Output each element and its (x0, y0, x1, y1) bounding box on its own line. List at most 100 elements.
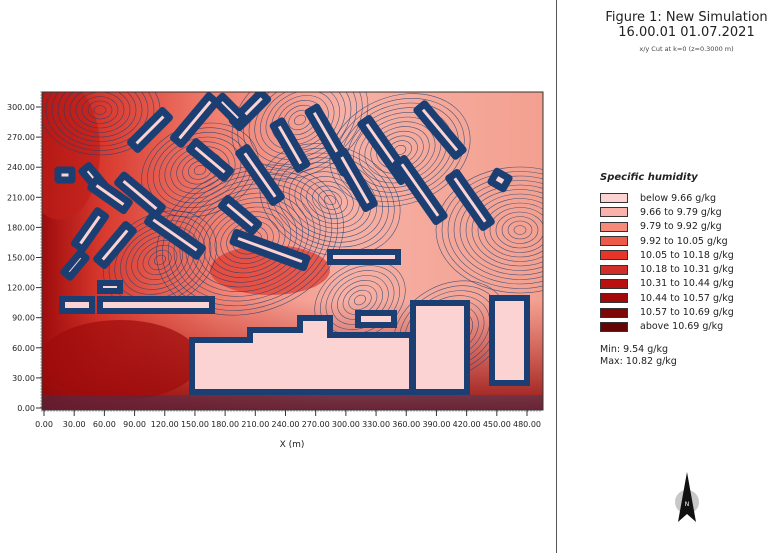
legend-label: 10.18 to 10.31 g/kg (640, 264, 734, 276)
y-tick-label: 30.00 (12, 374, 35, 383)
y-tick-label: 270.00 (7, 133, 35, 142)
contour-line (453, 180, 543, 280)
legend-item: 10.05 to 10.18 g/kg (600, 248, 734, 262)
legend-label: 9.66 to 9.79 g/kg (640, 206, 722, 218)
x-tick-label: 330.00 (362, 420, 390, 429)
building (70, 207, 110, 253)
building (59, 296, 95, 314)
building (487, 167, 513, 193)
contour-line (87, 100, 113, 120)
contour-line (63, 92, 137, 138)
contour-line (260, 92, 340, 155)
contour-line (148, 249, 172, 271)
x-tick-label: 210.00 (241, 420, 269, 429)
building (413, 100, 467, 160)
contour-line (312, 185, 348, 215)
title-line-2: 16.00.01 01.07.2021 (618, 25, 755, 40)
panel-divider (556, 0, 557, 553)
building (144, 210, 206, 260)
contour-line (447, 175, 543, 285)
building (114, 171, 166, 219)
legend-item: 9.66 to 9.79 g/kg (600, 205, 734, 219)
building (127, 107, 173, 153)
x-tick-label: 30.00 (63, 420, 86, 429)
y-tick-label: 90.00 (12, 314, 35, 323)
y-tick-label: 210.00 (7, 193, 35, 202)
contour-line (348, 289, 372, 311)
building (93, 221, 137, 269)
legend-item: 10.18 to 10.31 g/kg (600, 262, 734, 276)
x-tick-label: 240.00 (272, 420, 300, 429)
contour-line (57, 92, 143, 142)
north-label: N (685, 501, 690, 508)
contour-line (81, 96, 119, 124)
y-tick-label: 240.00 (7, 163, 35, 172)
contour-line (120, 225, 200, 295)
building (235, 144, 285, 206)
contour-line (45, 92, 155, 151)
contour-line (507, 220, 533, 240)
max-value: Max: 10.82 g/kg (600, 355, 677, 367)
legend-item: below 9.66 g/kg (600, 191, 734, 205)
legend-label: above 10.69 g/kg (640, 321, 724, 333)
contour-line (254, 92, 346, 160)
building (269, 117, 311, 173)
north-arrow-icon: N (675, 472, 699, 522)
building (97, 296, 215, 314)
contour-line (51, 92, 149, 147)
contour-line (513, 225, 527, 235)
legend-label: 10.05 to 10.18 g/kg (640, 249, 734, 261)
legend-swatch (600, 278, 628, 289)
y-tick-label: 0.00 (17, 404, 35, 413)
contour-line (471, 193, 543, 267)
legend-swatch (600, 236, 628, 247)
legend-item: 10.44 to 10.57 g/kg (600, 291, 734, 305)
title-line-1: Figure 1: New Simulation (605, 10, 768, 25)
y-tick-label: 120.00 (7, 284, 35, 293)
contour-line (318, 190, 342, 210)
contour-line (354, 294, 366, 306)
building (217, 194, 263, 236)
x-tick-label: 90.00 (123, 420, 146, 429)
contour-line (173, 178, 327, 302)
building (489, 295, 530, 386)
contour-line (265, 92, 335, 150)
contour-line (459, 184, 543, 276)
x-tick-label: 300.00 (332, 420, 360, 429)
legend-item: above 10.69 g/kg (600, 320, 734, 334)
legend: Specific humidity below 9.66 g/kg 9.66 to… (600, 172, 734, 368)
legend-swatch (600, 321, 628, 332)
contour-line (248, 92, 352, 165)
y-tick-label: 150.00 (7, 254, 35, 263)
legend-label: 9.92 to 10.05 g/kg (640, 235, 728, 247)
legend-swatch (600, 307, 628, 318)
building (327, 249, 401, 265)
y-tick-label: 300.00 (7, 103, 35, 112)
contour-line (142, 244, 178, 276)
x-tick-label: 360.00 (392, 420, 420, 429)
building (392, 154, 448, 226)
legend-label: 10.57 to 10.69 g/kg (640, 307, 734, 319)
figure-title: Figure 1: New Simulation 16.00.01 01.07.… (590, 10, 783, 40)
contour-band (42, 395, 543, 410)
building (212, 92, 248, 128)
x-tick-label: 420.00 (453, 420, 481, 429)
building (445, 169, 495, 231)
contour-line (93, 105, 107, 115)
contour-line (193, 164, 207, 176)
legend-item: 9.92 to 10.05 g/kg (600, 234, 734, 248)
building (169, 92, 221, 148)
y-tick-label: 180.00 (7, 223, 35, 232)
legend-title: Specific humidity (600, 172, 698, 183)
legend-label: 9.79 to 9.92 g/kg (640, 221, 722, 233)
legend-swatch (600, 250, 628, 261)
contour-line (179, 183, 321, 297)
x-tick-label: 450.00 (483, 420, 511, 429)
x-tick-label: 60.00 (93, 420, 116, 429)
contour-line (435, 166, 543, 294)
min-value: Min: 9.54 g/kg (600, 343, 669, 355)
contour-line (69, 92, 131, 133)
building (332, 148, 378, 212)
legend-item: 10.57 to 10.69 g/kg (600, 305, 734, 319)
legend-swatch (600, 293, 628, 304)
